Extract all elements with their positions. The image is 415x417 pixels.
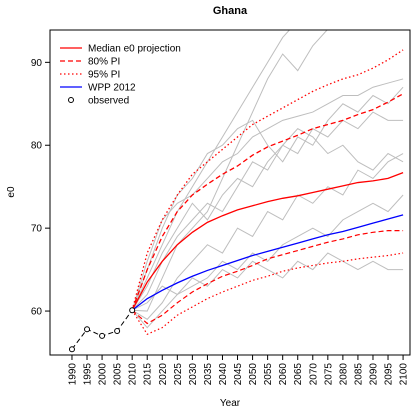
x-tick-label: 2015 [143, 363, 154, 386]
trajectory-line [131, 252, 404, 311]
y-tick-label: 80 [31, 141, 43, 152]
legend-marker [68, 97, 74, 103]
x-axis-label: Year [220, 398, 241, 409]
series-line [71, 309, 133, 350]
legend-label: WPP 2012 [88, 83, 136, 94]
trajectory-line [131, 78, 404, 311]
interval-lower-line [131, 252, 404, 336]
x-tick-label: 2035 [203, 363, 214, 386]
y-tick-label: 90 [31, 58, 43, 69]
x-tick-label: 2025 [173, 363, 184, 386]
x-tick-label: 2060 [278, 363, 289, 386]
observed-point [129, 307, 136, 314]
x-tick-label: 2090 [368, 363, 379, 386]
trajectory-line [131, 153, 404, 320]
series-line [131, 214, 404, 311]
trajectory-line [131, 86, 404, 311]
series-line [131, 49, 404, 311]
y-tick-label: 70 [31, 224, 43, 235]
x-tick-label: 1995 [83, 363, 94, 386]
legend-label: 80% PI [88, 57, 120, 68]
observed-point [84, 326, 91, 333]
x-tick-label: 2080 [338, 363, 349, 386]
observed-point [68, 346, 75, 353]
observed-point [114, 327, 121, 334]
x-tick-label: 2075 [323, 363, 334, 386]
x-tick-label: 2005 [113, 363, 124, 386]
x-tick-label: 2010 [128, 363, 139, 386]
legend-label: observed [88, 96, 129, 107]
series-line [131, 93, 404, 311]
x-tick-label: 2100 [399, 363, 410, 386]
x-tick-label: 2070 [308, 363, 319, 386]
x-tick-label: 2000 [98, 363, 109, 386]
interval-lower-line [131, 230, 404, 325]
axes: 60 70 80 90 1990 1995 2000 2005 2010 2015 2020 2025… [31, 58, 410, 385]
series-line [131, 171, 404, 311]
x-tick-label: 2055 [263, 363, 274, 386]
x-tick-label: 2030 [188, 363, 199, 386]
x-tick-label: 2095 [384, 363, 395, 386]
plot-area [68, 30, 404, 353]
x-tick-label: 2065 [293, 363, 304, 386]
x-tick-label: 2040 [218, 363, 229, 386]
x-tick-label: 1990 [67, 363, 78, 386]
plot-frame [49, 29, 411, 356]
trajectory-line [131, 111, 404, 311]
legend: Median e0 projection 80% PI 95% PI WPP 2012… [60, 44, 181, 107]
x-tick-label: 2020 [158, 363, 169, 386]
trajectory-line [131, 194, 404, 329]
legend-label: Median e0 projection [88, 44, 181, 55]
y-tick-label: 60 [31, 307, 43, 318]
observed-point [99, 332, 106, 339]
chart-title: Ghana [213, 5, 248, 17]
y-axis-label: e0 [6, 186, 17, 198]
legend-label: 95% PI [88, 70, 120, 81]
x-tick-label: 2085 [353, 363, 364, 386]
trajectory-line [131, 128, 404, 311]
x-tick-label: 2045 [233, 363, 244, 386]
x-tick-label: 2050 [248, 363, 259, 386]
